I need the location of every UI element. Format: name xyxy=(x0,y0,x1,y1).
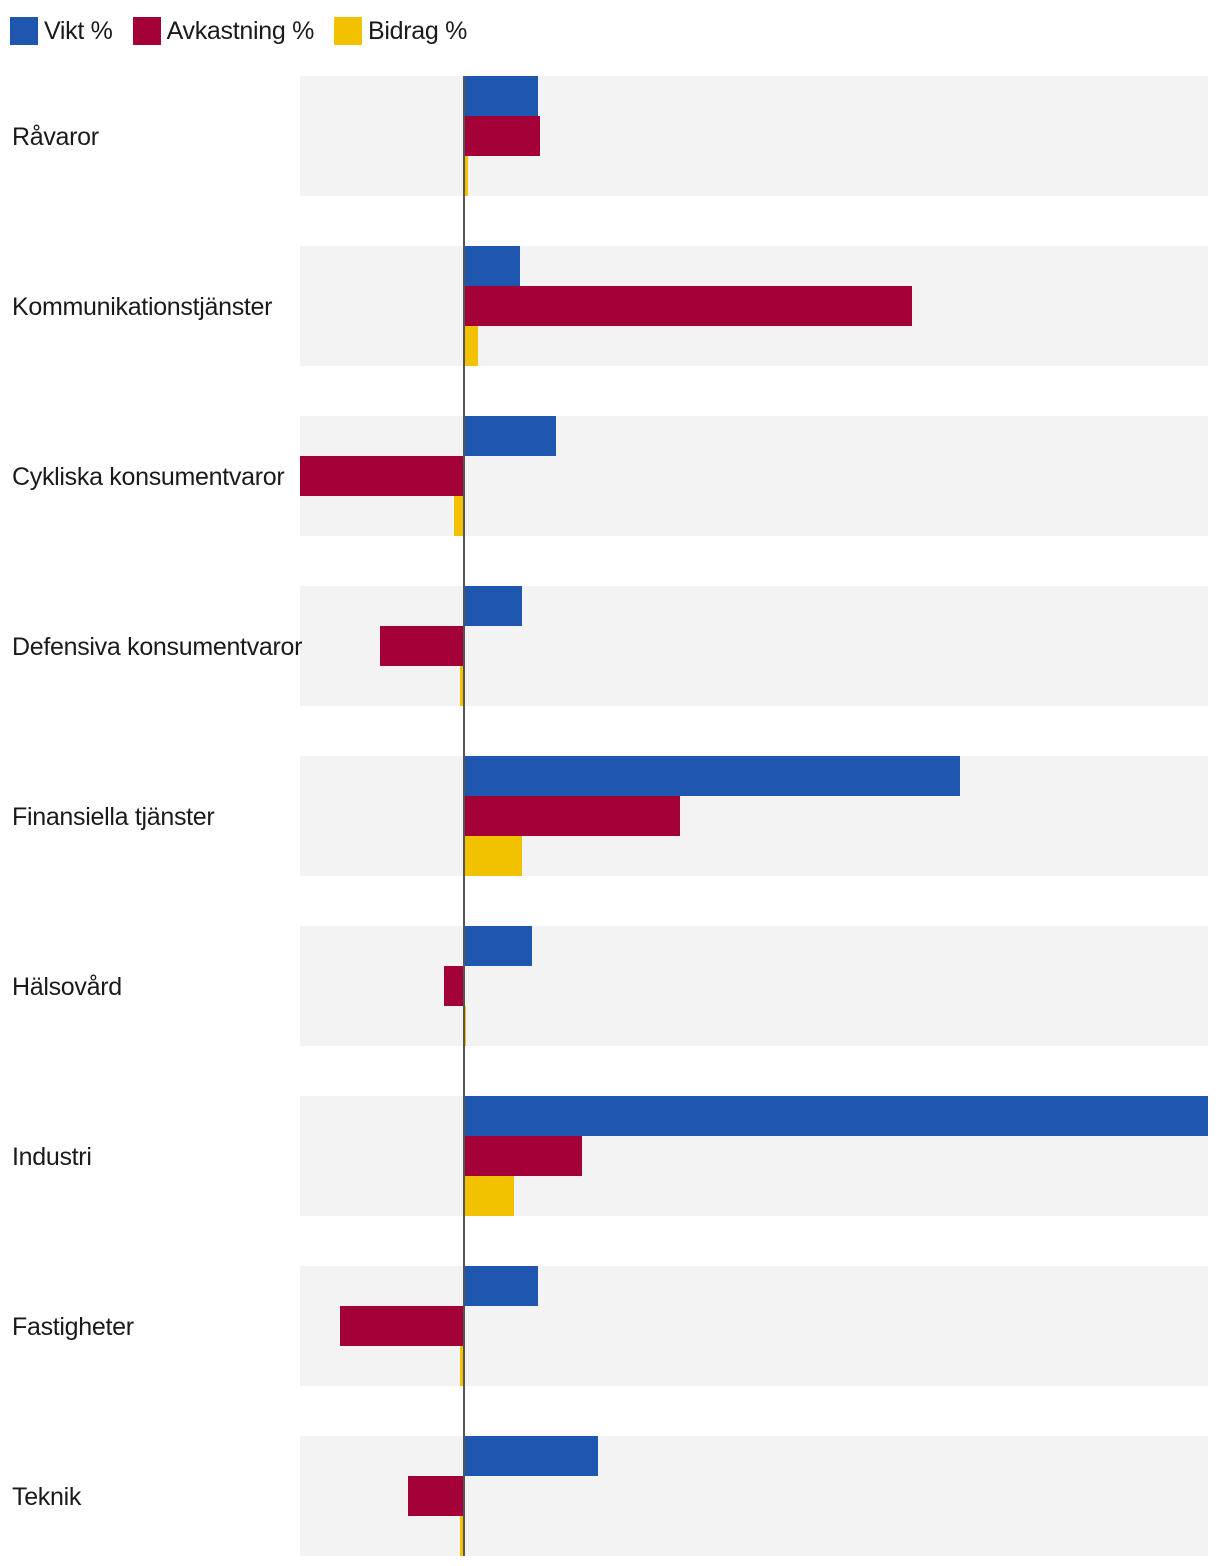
category-label: Defensiva konsumentvaror xyxy=(12,633,302,661)
bar-bidrag xyxy=(464,326,478,366)
bar-bidrag xyxy=(464,836,522,876)
legend-swatch xyxy=(334,17,363,45)
bar-avkastning xyxy=(464,1136,582,1176)
chart-legend: Vikt % Avkastning % Bidrag % xyxy=(10,16,487,46)
legend-item-0: Vikt % xyxy=(10,17,113,46)
category-label: Kommunikationstjänster xyxy=(12,293,272,321)
bar-vikt xyxy=(464,1436,598,1476)
bar-bidrag xyxy=(454,496,464,536)
legend-swatch xyxy=(10,17,38,45)
category-label: Råvaror xyxy=(12,123,99,151)
bar-avkastning xyxy=(464,796,680,836)
bar-vikt xyxy=(464,586,522,626)
bar-bidrag xyxy=(460,1516,464,1556)
bar-vikt xyxy=(464,1096,1208,1136)
bar-bidrag xyxy=(460,666,464,706)
category-band xyxy=(300,926,1208,1046)
category-label: Cykliska konsumentvaror xyxy=(12,463,284,491)
category-label: Fastigheter xyxy=(12,1313,134,1341)
bar-vikt xyxy=(464,76,538,116)
category-label: Teknik xyxy=(12,1483,82,1511)
legend-swatch xyxy=(132,17,161,45)
bar-avkastning xyxy=(464,286,912,326)
category-label: Finansiella tjänster xyxy=(12,803,214,831)
bar-avkastning xyxy=(464,116,540,156)
bar-avkastning xyxy=(444,966,464,1006)
bar-bidrag xyxy=(460,1346,464,1386)
bar-avkastning xyxy=(408,1476,464,1516)
bar-avkastning xyxy=(380,626,464,666)
bar-vikt xyxy=(464,926,532,966)
bar-avkastning xyxy=(340,1306,464,1346)
legend-item-1: Avkastning % xyxy=(132,16,315,46)
bar-vikt xyxy=(464,416,556,456)
legend-label: Avkastning % xyxy=(166,16,315,45)
category-label: Industri xyxy=(12,1143,92,1171)
bar-bidrag xyxy=(464,1176,514,1216)
legend-item-2: Bidrag % xyxy=(334,17,467,46)
bar-bidrag xyxy=(464,156,468,196)
category-label: Hälsovård xyxy=(12,973,122,1001)
legend-label: Bidrag % xyxy=(368,16,468,45)
bar-vikt xyxy=(464,246,520,286)
bar-avkastning xyxy=(300,456,464,496)
bar-vikt xyxy=(464,756,960,796)
category-band xyxy=(300,76,1208,196)
legend-label: Vikt % xyxy=(44,16,113,45)
bar-vikt xyxy=(464,1266,538,1306)
